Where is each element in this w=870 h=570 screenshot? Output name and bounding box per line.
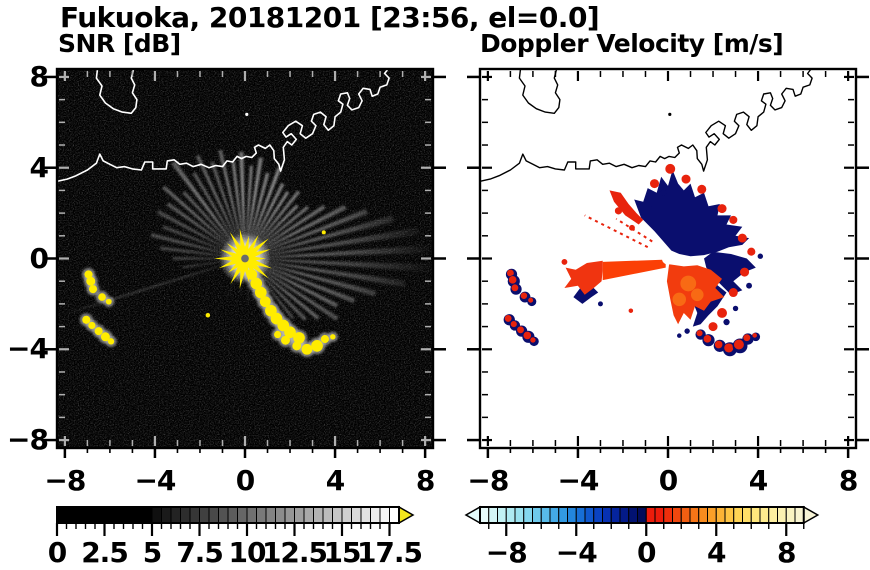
- radar-site-dot: [241, 254, 249, 263]
- isolated-echo-spots: [503, 268, 761, 357]
- snr-x-tick-label: −4: [134, 464, 176, 497]
- y-tick-label: 4: [29, 150, 49, 184]
- snr-over-range-arrow: [398, 505, 415, 525]
- plot-frame: [478, 67, 858, 450]
- inside-tick-marks: [482, 71, 854, 446]
- figure-title: Fukuoka, 20181201 [23:56, el=0.0]: [60, 1, 600, 34]
- velocity-colorbar-label: 0: [637, 536, 657, 569]
- snr-field: [44, 67, 446, 458]
- snr-x-tick-label: 8: [415, 464, 436, 497]
- velocity-colorbar-cells: [479, 506, 805, 524]
- inside-tick-marks: [59, 71, 431, 446]
- velocity-ray-echoes: [584, 214, 653, 249]
- snr-plot: [44, 67, 446, 458]
- snr-colorbar-label: 7.5: [176, 536, 224, 569]
- velocity-colorbar-label: 4: [707, 536, 727, 569]
- snr-colorbar-ticks: [55, 523, 391, 536]
- velocity-colorbar-label: −8: [485, 536, 528, 569]
- snr-colorbar-label: 10: [228, 536, 267, 569]
- velocity-plot: [467, 67, 869, 458]
- snr-colorbar-label: 0: [47, 536, 68, 569]
- saturated-echoes: [79, 228, 339, 358]
- velocity-colorbar: [464, 505, 820, 567]
- coastline-path: [56, 68, 390, 183]
- snr-colorbar-svg: [55, 505, 415, 536]
- snr-x-tick-label: −8: [44, 464, 86, 497]
- positive-velocity-echo: [561, 163, 756, 332]
- velocity-x-tick-label: −4: [557, 464, 599, 497]
- y-tick-label: −8: [7, 423, 49, 457]
- snr-colorbar-label: 2.5: [81, 536, 129, 569]
- y-tick-label: 0: [29, 241, 49, 275]
- y-tick-label: 8: [29, 59, 49, 93]
- velocity-x-tick-label: 8: [838, 464, 859, 497]
- velocity-colorbar-label: −4: [555, 536, 598, 569]
- plot-frame: [55, 67, 435, 450]
- snr-x-tick-label: 0: [235, 464, 256, 497]
- coastline-path: [479, 68, 813, 182]
- velocity-x-tick-label: 4: [748, 464, 769, 497]
- snr-x-tick-label: 4: [325, 464, 346, 497]
- snr-colorbar: [55, 505, 417, 567]
- snr-subtitle: SNR [dB]: [58, 29, 181, 58]
- snr-colorbar-cells: [57, 506, 400, 524]
- radar-site-dot: [661, 252, 675, 265]
- velocity-colorbar-ticks: [488, 523, 805, 536]
- velocity-x-tick-label: 0: [658, 464, 679, 497]
- velocity-subtitle: Doppler Velocity [m/s]: [480, 29, 784, 58]
- y-tick-label: −4: [7, 332, 49, 366]
- velocity-field: [467, 67, 869, 458]
- velocity-colorbar-label: 8: [777, 536, 797, 569]
- snr-colorbar-label: 12.5: [261, 536, 328, 569]
- velocity-colorbar-svg: [464, 505, 820, 536]
- snr-colorbar-label: 17.5: [356, 536, 423, 569]
- snr-colorbar-label: 5: [142, 536, 163, 569]
- velocity-over-range-arrow: [803, 505, 820, 525]
- velocity-under-range-arrow: [464, 505, 481, 525]
- snr-colorbar-label: 15: [323, 536, 362, 569]
- velocity-x-tick-label: −8: [467, 464, 509, 497]
